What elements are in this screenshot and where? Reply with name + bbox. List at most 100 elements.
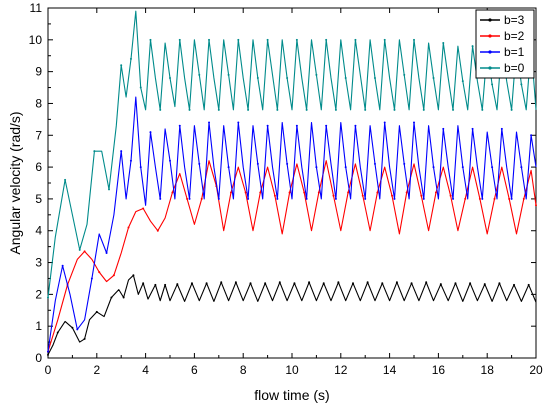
series-point-b1: [393, 197, 396, 200]
series-point-b1: [120, 150, 123, 153]
series-point-b2: [98, 271, 101, 274]
series-line-b1: [47, 96, 537, 352]
series-point-b1: [198, 162, 201, 165]
series-point-b3: [410, 282, 413, 285]
series-point-b1: [237, 121, 240, 124]
series-point-b1: [334, 197, 337, 200]
series-point-b0: [93, 150, 96, 153]
series-point-b0: [403, 73, 406, 76]
series-point-b2: [535, 204, 537, 207]
series-point-b2: [508, 197, 511, 200]
series-point-b0: [108, 188, 110, 191]
series-point-b0: [491, 83, 494, 86]
series-point-b1: [159, 197, 162, 200]
series-point-b0: [139, 86, 142, 89]
series-point-b0: [510, 108, 513, 111]
series-point-b0: [413, 38, 415, 41]
series-point-b2: [171, 191, 174, 194]
series-point-b0: [393, 108, 396, 111]
series-point-b2: [493, 197, 496, 200]
series-point-b3: [395, 281, 398, 284]
series-point-b0: [256, 77, 259, 79]
series-point-b2: [332, 194, 335, 197]
series-point-b1: [413, 121, 415, 124]
x-tick-label: 0: [45, 363, 52, 377]
series-point-b0: [47, 296, 49, 299]
series-point-b1: [90, 277, 93, 280]
series-point-b3: [308, 281, 311, 284]
series-point-b2: [434, 191, 437, 194]
series-point-b0: [149, 38, 152, 41]
series-point-b3: [322, 282, 325, 285]
series-point-b3: [56, 331, 59, 334]
legend-marker-b3: [488, 18, 492, 22]
series-point-b0: [520, 83, 523, 86]
series-point-b0: [237, 38, 240, 41]
series-point-b0: [344, 77, 347, 79]
series-point-b3: [132, 274, 135, 277]
series-point-b1: [178, 124, 181, 127]
series-point-b1: [422, 197, 425, 200]
series-point-b0: [286, 77, 289, 79]
series-point-b0: [325, 38, 328, 41]
series-point-b1: [481, 197, 484, 200]
series-point-b1: [305, 197, 308, 200]
series-point-b1: [217, 197, 220, 200]
series-point-b1: [432, 166, 435, 169]
series-point-b2: [464, 197, 467, 200]
series-point-b3: [293, 282, 296, 285]
series-point-b0: [188, 108, 191, 111]
series-point-b0: [159, 108, 162, 111]
y-tick-label: 4: [35, 224, 42, 238]
series-point-b1: [471, 127, 474, 130]
series-point-b1: [530, 134, 533, 137]
y-tick-label: 11: [30, 1, 43, 15]
series-point-b0: [169, 77, 171, 79]
series-point-b2: [376, 191, 379, 194]
series-point-b1: [354, 124, 357, 127]
legend-label-b2: b=2: [504, 29, 525, 43]
series-point-b3: [454, 282, 457, 285]
series-point-b2: [288, 191, 291, 194]
series-point-b3: [264, 282, 267, 285]
series-point-b3: [83, 337, 86, 340]
series-point-b2: [83, 250, 86, 253]
series-point-b3: [110, 296, 113, 299]
series-point-b0: [276, 108, 279, 111]
series-point-b3: [122, 296, 125, 299]
series-point-b2: [127, 226, 130, 229]
series-point-b1: [500, 127, 503, 130]
legend-label-b0: b=0: [504, 61, 525, 75]
series-point-b1: [520, 166, 523, 169]
series-point-b1: [139, 166, 142, 169]
series-point-b1: [344, 166, 347, 169]
series-point-b1: [256, 162, 259, 165]
series-point-b0: [295, 38, 298, 41]
series-point-b3: [381, 282, 384, 285]
series-point-b1: [47, 350, 49, 353]
y-tick-label: 10: [29, 33, 43, 47]
series-point-b0: [178, 38, 181, 41]
series-point-b1: [383, 121, 386, 124]
series-point-b1: [452, 197, 455, 200]
legend-marker-b2: [488, 34, 492, 38]
series-point-b1: [403, 162, 406, 165]
x-tick-label: 2: [93, 363, 100, 377]
series-point-b0: [452, 108, 455, 111]
series-point-b3: [498, 282, 501, 285]
series-point-b1: [61, 264, 64, 267]
legend-box: [475, 9, 535, 79]
series-point-b1: [315, 166, 318, 169]
series-line-b3: [47, 274, 537, 356]
series-point-b3: [469, 282, 472, 285]
series-point-b3: [71, 326, 74, 329]
series-point-b2: [200, 197, 203, 200]
series-point-b2: [303, 191, 306, 194]
series-point-b3: [164, 283, 167, 286]
series-point-b3: [47, 353, 49, 356]
x-tick-label: 20: [529, 363, 543, 377]
series-point-b3: [513, 283, 516, 286]
legend-label-b1: b=1: [504, 45, 525, 59]
series-point-b0: [305, 108, 308, 111]
series-point-b0: [315, 73, 318, 76]
